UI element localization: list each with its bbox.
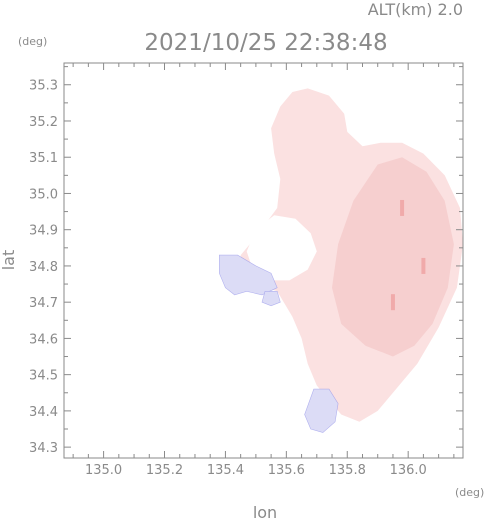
x-tick-label: 135.0 (85, 463, 122, 478)
x-tick-label: 135.8 (329, 463, 366, 478)
x-tick-label: 135.2 (146, 463, 183, 478)
y-tick-label: 34.5 (29, 369, 58, 384)
y-tick-label: 34.3 (29, 441, 58, 456)
y-tick-label: 34.7 (29, 296, 58, 311)
y-tick-label: 35.0 (29, 187, 58, 202)
y-unit-label: (deg) (18, 35, 47, 48)
echo-region-small-negative (261, 290, 281, 307)
x-unit-label: (deg) (455, 486, 484, 499)
plot-border (63, 62, 464, 459)
strong-cells (390, 199, 426, 311)
x-tick-label: 136.0 (390, 463, 427, 478)
x-axis-label: lon (253, 503, 277, 521)
chart-title: 2021/10/25 22:38:48 (144, 30, 387, 56)
y-tick-label: 34.9 (29, 224, 58, 239)
strong-cell-1 (421, 257, 426, 274)
chart-subtitle: ALT(km) 2.0 (368, 0, 463, 19)
echo-region-south-negative (304, 388, 339, 433)
y-tick-labels: 34.3 34.4 34.5 34.6 34.7 34.8 34.9 35.0 35.1 35.2… (29, 79, 58, 456)
strong-cell-0 (400, 199, 405, 216)
echo-region-deeper-echo (332, 157, 454, 357)
x-tick-label: 135.6 (268, 463, 305, 478)
echo-region-west-negative (219, 254, 278, 296)
x-tick-labels: 135.0 135.2 135.4 135.6 135.8 136.0 (85, 463, 427, 478)
plot-frame (63, 62, 464, 459)
y-tick-label: 35.3 (29, 79, 58, 94)
echo-regions (219, 88, 463, 433)
echo-region-calm-zone (246, 215, 317, 281)
y-tick-label: 34.4 (29, 405, 58, 420)
y-tick-label: 35.2 (29, 115, 58, 130)
y-tick-label: 35.1 (29, 151, 58, 166)
y-tick-label: 34.8 (29, 260, 58, 275)
y-tick-label: 34.6 (29, 332, 58, 347)
x-tick-label: 135.4 (207, 463, 244, 478)
y-axis-label: lat (0, 250, 18, 271)
strong-cell-2 (390, 294, 395, 311)
